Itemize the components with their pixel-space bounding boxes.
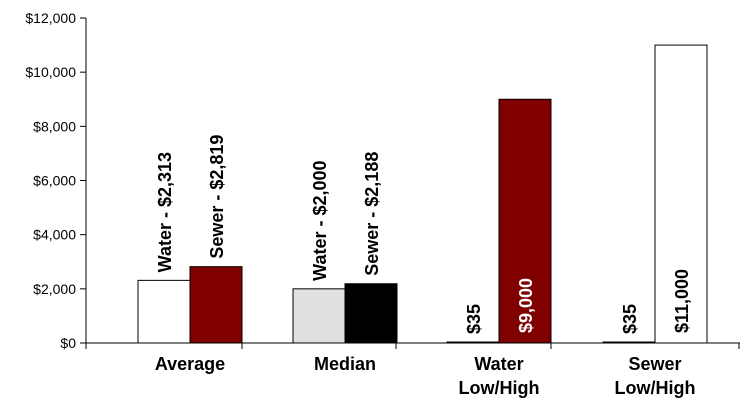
bar <box>189 266 243 344</box>
bar <box>654 44 708 344</box>
data-label: $9,000 <box>516 278 536 333</box>
bar <box>292 288 346 344</box>
data-label: $35 <box>620 304 640 334</box>
x-category-label: Water <box>474 354 523 374</box>
x-category-label: Sewer <box>628 354 681 374</box>
data-label: Water - $2,000 <box>310 160 330 280</box>
data-label: Sewer - $2,188 <box>362 152 382 276</box>
data-label: Sewer - $2,819 <box>207 135 227 259</box>
bar <box>344 283 398 344</box>
y-tick-label: $4,000 <box>33 227 76 243</box>
x-category-label: Low/High <box>459 378 540 398</box>
y-tick-label: $6,000 <box>33 173 76 189</box>
bar <box>137 279 191 344</box>
y-tick-label: $8,000 <box>33 118 76 134</box>
x-category-label: Median <box>314 354 376 374</box>
y-tick-label: $12,000 <box>25 10 76 26</box>
x-category-label: Low/High <box>615 378 696 398</box>
data-label: $35 <box>464 304 484 334</box>
x-category-label: Average <box>155 354 225 374</box>
y-tick-label: $0 <box>60 335 76 351</box>
y-tick-label: $2,000 <box>33 281 76 297</box>
data-label: Water - $2,313 <box>155 152 175 272</box>
data-label: $11,000 <box>672 269 692 333</box>
y-tick-label: $10,000 <box>25 64 76 80</box>
